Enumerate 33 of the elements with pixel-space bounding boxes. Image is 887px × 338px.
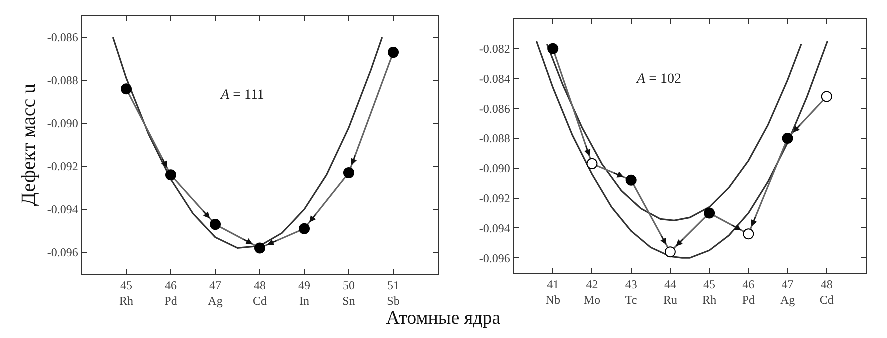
y-tick-label: -0.088: [479, 132, 510, 146]
annotation: A = 102: [636, 72, 682, 87]
y-tick-label: -0.096: [47, 246, 78, 260]
y-axis-title: Дефект масс u: [18, 84, 40, 206]
x-tick-label: 49 In: [298, 278, 310, 308]
x-tick-label: 50 Sn: [342, 278, 356, 308]
y-tick-label: -0.086: [479, 102, 510, 116]
y-tick-label: -0.094: [479, 221, 510, 236]
x-tick-label: 42 Mo: [584, 278, 601, 308]
annotation: A = 111: [220, 88, 264, 103]
y-tick-label: -0.082: [479, 42, 510, 56]
x-tick-label: 48 Cd: [252, 278, 268, 308]
y-tick-label: -0.088: [47, 74, 78, 88]
y-tick-label: -0.090: [47, 116, 78, 131]
x-tick-label: 46 Pd: [742, 278, 756, 308]
x-tick-label: 45 Rh: [119, 278, 134, 308]
x-tick-label: 46 Pd: [164, 278, 178, 308]
x-tick-label: 47 Ag: [780, 278, 796, 308]
x-tick-label: 47 Ag: [208, 278, 223, 308]
y-tick-label: -0.094: [47, 202, 78, 217]
x-tick-label: 43 Tc: [625, 278, 638, 308]
x-tick-label: 41 Nb: [546, 278, 560, 308]
x-tick-label: 45 Rh: [702, 278, 717, 308]
x-tick-label: 44 Ru: [663, 278, 678, 308]
x-axis-title: Атомные ядра: [385, 308, 502, 330]
y-tick-label: -0.086: [47, 30, 78, 45]
y-tick-label: -0.084: [479, 72, 510, 86]
y-tick-label: -0.090: [479, 162, 510, 176]
x-tick-label: 51 Sb: [387, 278, 400, 308]
x-tick-label: 48 Cd: [820, 278, 834, 308]
y-tick-label: -0.092: [47, 160, 78, 174]
y-tick-label: -0.096: [479, 251, 510, 266]
y-tick-label: -0.092: [479, 191, 510, 206]
